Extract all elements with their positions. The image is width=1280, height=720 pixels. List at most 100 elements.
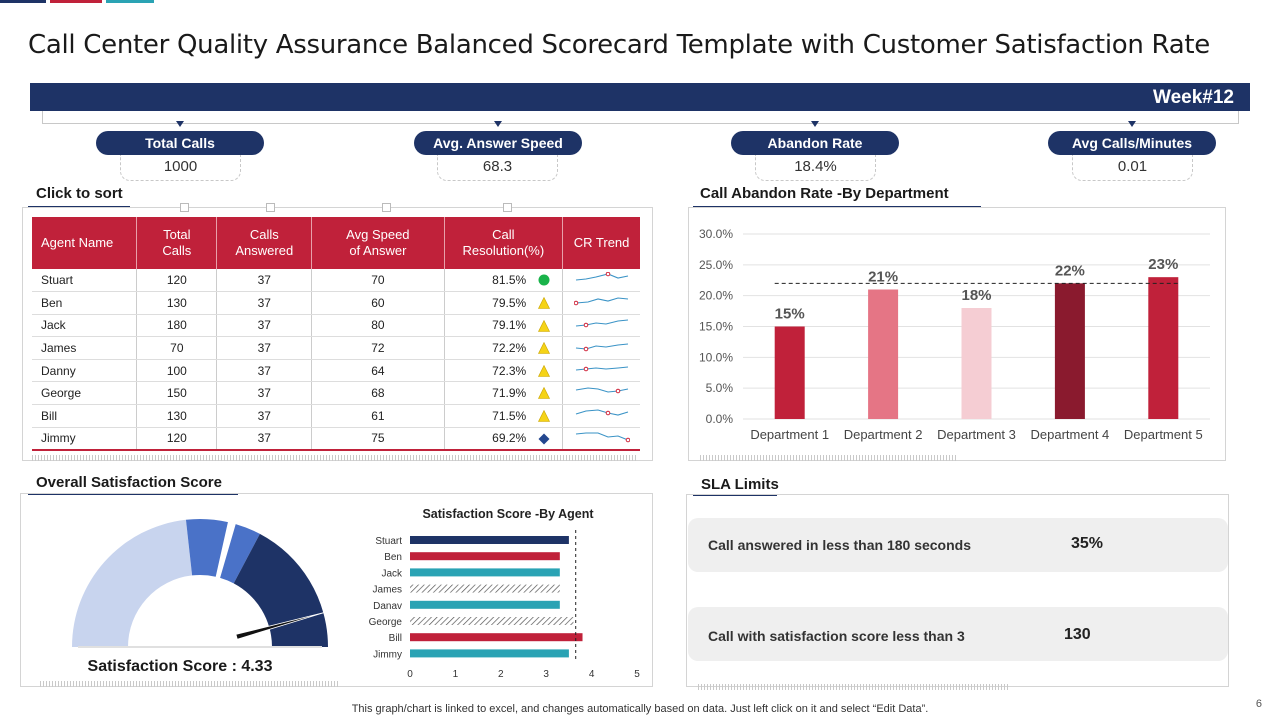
bar-agent [410, 649, 569, 658]
bar-agent [410, 600, 560, 609]
status-warning-icon [538, 342, 551, 355]
cell-calls-answered: 37 [216, 404, 313, 428]
cell-avg-speed-text: 72 [371, 341, 385, 356]
cell-agent-name: George [32, 381, 138, 406]
resize-handle[interactable] [266, 203, 275, 212]
cell-agent-name-text: Ben [41, 295, 63, 310]
y-tick-label: 0.0% [706, 412, 734, 426]
cell-avg-speed-text: 60 [371, 295, 385, 310]
cell-agent-name-text: Danny [41, 363, 76, 378]
cell-call-resolution-text: 81.5% [492, 273, 527, 288]
trend-sparkline [575, 343, 628, 351]
y-tick-label: 5.0% [706, 381, 734, 395]
kpi-label: Avg Calls/Minutes [1048, 131, 1216, 155]
cell-total-calls-text: 150 [166, 386, 187, 401]
sla-item: Call answered in less than 180 seconds 3… [688, 518, 1228, 572]
status-bad-icon [538, 433, 550, 445]
cell-total-calls: 130 [136, 404, 218, 428]
y-category-label: Jimmy [373, 649, 402, 660]
column-header-call-resolution[interactable]: Call Resolution(%) [444, 217, 564, 269]
status-warning-icon [538, 297, 551, 309]
cell-total-calls: 120 [136, 269, 218, 293]
kpi-arrow [811, 121, 819, 127]
cell-avg-speed-text: 80 [371, 318, 385, 333]
cell-cr-trend [562, 291, 640, 315]
bar-department-1 [774, 326, 805, 419]
bar-department-2 [868, 289, 899, 419]
cell-total-calls-text: 120 [166, 431, 187, 446]
cell-calls-answered: 37 [216, 381, 313, 406]
abandon-section-title: Call Abandon Rate -By Department [700, 185, 949, 202]
sla-item: Call with satisfaction score less than 3… [688, 607, 1228, 661]
gauge-band-low [72, 519, 193, 647]
cell-calls-answered: 37 [216, 291, 313, 315]
cell-agent-name: Jack [32, 314, 138, 338]
y-category-label: Stuart [375, 536, 402, 547]
cell-agent-name: Ben [32, 291, 138, 315]
cell-calls-answered: 37 [216, 314, 313, 338]
cell-total-calls: 120 [136, 427, 218, 451]
cell-total-calls: 180 [136, 314, 218, 338]
data-label: 18% [961, 287, 991, 304]
cell-avg-speed-text: 70 [371, 273, 385, 288]
trend-sparkline [575, 271, 628, 281]
cell-calls-answered: 37 [216, 269, 313, 293]
week-banner: Week#12 [30, 83, 1250, 111]
y-tick-label: 15.0% [699, 320, 733, 334]
bar-agent [410, 633, 583, 642]
cell-avg-speed: 68 [311, 381, 445, 406]
y-category-label: Ben [384, 552, 402, 563]
resize-handle[interactable] [503, 203, 512, 212]
cell-agent-name: Danny [32, 359, 138, 383]
cell-avg-speed-text: 61 [371, 408, 385, 423]
week-label: Week#12 [1153, 87, 1234, 108]
table-row: Jack 180 37 80 79.1% [32, 314, 640, 338]
column-header-cr-trend[interactable]: CR Trend [562, 217, 640, 269]
bar-agent [410, 584, 560, 593]
y-tick-label: 20.0% [699, 289, 733, 303]
data-label: 23% [1148, 256, 1178, 273]
column-header-agent-name[interactable]: Agent Name [32, 217, 138, 269]
status-warning-icon [538, 387, 551, 400]
table-section-title[interactable]: Click to sort [36, 185, 123, 202]
cell-call-resolution: 71.9% [444, 381, 564, 406]
scroll-hatch [40, 681, 340, 687]
satisfaction-score-label: Satisfaction Score : 4.33 [87, 658, 273, 675]
cell-total-calls: 100 [136, 359, 218, 383]
column-header-avg-speed[interactable]: Avg Speed of Answer [311, 217, 445, 269]
cell-total-calls-text: 130 [166, 408, 187, 423]
page-number: 6 [1255, 698, 1262, 710]
cell-call-resolution: 72.3% [444, 359, 564, 383]
y-tick-label: 10.0% [699, 350, 733, 364]
cell-call-resolution-text: 79.5% [492, 295, 527, 310]
cell-total-calls-text: 180 [166, 318, 187, 333]
scroll-hatch [698, 684, 1008, 690]
page-title: Call Center Quality Assurance Balanced S… [28, 30, 1210, 60]
column-header-calls-answered[interactable]: Calls Answered [216, 217, 313, 269]
cell-call-resolution: 69.2% [444, 427, 564, 451]
sla-item-value: 130 [1064, 626, 1091, 643]
abandon-rate-chart: 0.0% 5.0% 10.0% 15.0% 20.0% 25.0% 30.0% 15% Depa… [699, 227, 1210, 442]
cell-avg-speed: 75 [311, 427, 445, 451]
cell-calls-answered-text: 37 [257, 341, 271, 356]
trend-sparkline [575, 366, 628, 372]
table-row: Ben 130 37 60 79.5% [32, 291, 640, 315]
bar-department-4 [1054, 283, 1085, 419]
resize-handle[interactable] [180, 203, 189, 212]
cell-call-resolution-text: 72.2% [492, 341, 527, 356]
cell-calls-answered-text: 37 [257, 273, 271, 288]
kpi-label: Abandon Rate [731, 131, 899, 155]
cell-cr-trend [562, 314, 640, 338]
cell-call-resolution-text: 71.5% [492, 408, 527, 423]
cell-total-calls-text: 70 [170, 341, 184, 356]
cell-call-resolution-text: 72.3% [492, 363, 527, 378]
kpi-arrow [1128, 121, 1136, 127]
y-category-label: George [369, 617, 403, 628]
resize-handle[interactable] [382, 203, 391, 212]
column-header-total-calls[interactable]: Total Calls [136, 217, 218, 269]
table-row: Bill 130 37 61 71.5% [32, 404, 640, 428]
trend-sparkline [575, 319, 628, 328]
cell-calls-answered: 37 [216, 427, 313, 451]
cell-calls-answered: 37 [216, 359, 313, 383]
cell-avg-speed: 60 [311, 291, 445, 315]
